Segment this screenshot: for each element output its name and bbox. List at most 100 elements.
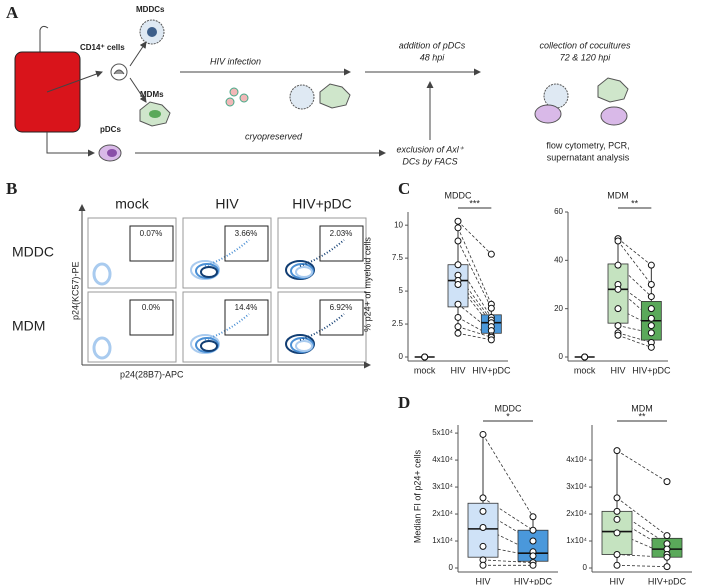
label-mdms: MDMs [140,90,164,99]
pair-line [457,284,492,327]
density [299,239,345,267]
pair-line [482,559,534,564]
label-collection: collection of cocultures [539,40,631,50]
density [295,266,313,278]
virus-icon [239,93,249,103]
label-cryo: cryopreserved [245,131,303,141]
density [92,336,112,360]
y-tick-label: 7.5 [392,253,404,262]
arrow [129,41,147,67]
x-axis-label: p24(28B7)-APC [120,369,184,379]
density [204,239,250,267]
flow-plot [87,291,177,363]
data-point [454,237,462,245]
y-tick-label: 2.5 [392,319,404,328]
data-point [614,305,622,313]
pair-line [457,326,492,338]
flow-plot [87,217,177,289]
coculture-icon [534,77,629,126]
arrow [46,132,95,157]
gate [319,299,364,336]
data-point [647,322,655,330]
data-point [613,561,621,569]
column-header: mock [115,196,149,212]
density [92,262,112,286]
data-point [479,507,487,515]
gate [129,225,174,262]
x-tick-label: HIV+pDC [632,365,671,375]
y-tick-label: 0 [449,563,454,572]
data-point [487,250,495,258]
data-point [614,331,622,339]
data-point [529,552,537,560]
data-point [454,261,462,269]
chart-title: MDDC [495,403,522,413]
label-infection: HIV infection [210,56,261,66]
gate [129,299,174,336]
data-point [613,494,621,502]
y-tick-label: 5x10⁴ [432,428,453,437]
density [295,340,313,352]
data-point [454,313,462,321]
data-point [479,524,487,532]
data-point [663,553,671,561]
virus-icon [225,97,235,107]
flow-plot [277,217,367,289]
x-tick-label: HIV [609,576,624,585]
pair-line [617,332,652,343]
data-point [487,336,495,344]
data-point [663,478,671,486]
x-tick-label: HIV+pDC [648,576,687,585]
panel-label: C [398,179,410,198]
y-tick-label: 0 [559,352,564,361]
gate-percentage: 0.07% [140,229,163,238]
density [190,260,220,280]
y-axis-label: Median FI of p24+ cells [412,449,422,543]
data-point [529,537,537,545]
pair-line [457,280,492,323]
data-point [614,322,622,330]
density [200,340,218,352]
data-point [529,513,537,521]
pair-line [616,450,668,483]
label-exclusion: DCs by FACS [402,156,457,166]
y-tick-label: 5 [399,286,404,295]
density [200,266,218,278]
x-tick-label: HIV [450,365,465,375]
y-tick-label: 0 [399,352,404,361]
data-point [529,526,537,534]
data-point [613,507,621,515]
data-point [647,261,655,269]
data-point [479,542,487,550]
y-tick-label: 1x10⁴ [566,536,587,545]
chart-title: MDM [631,403,653,413]
panel-label: D [398,393,410,412]
data-point [647,281,655,288]
flow-plot [277,291,367,363]
pair-line [616,564,668,568]
pair-line [617,240,652,285]
x-tick-label: mock [414,365,436,375]
data-point [487,304,495,312]
chart-title: MDM [607,190,629,200]
blood-bag [14,25,81,133]
pair-line [457,240,492,309]
data-point [613,551,621,559]
density [195,337,219,353]
data-point [647,305,655,313]
data-point [479,494,487,502]
data-point [614,237,622,245]
pair-line [616,497,668,536]
data-point [614,285,622,293]
cell-icon [107,149,117,157]
data-point [613,447,621,455]
density [190,334,220,354]
label-exclusion: exclusion of Axl⁺ [397,144,465,154]
y-tick-label: 0 [583,563,588,572]
data-point [454,323,462,331]
x-tick-label: HIV+pDC [472,365,511,375]
y-axis-label: p24(KC57)-PE [70,261,80,320]
gate-percentage: 6.92% [330,303,353,312]
data-point [647,314,655,322]
pair-line [457,332,492,341]
